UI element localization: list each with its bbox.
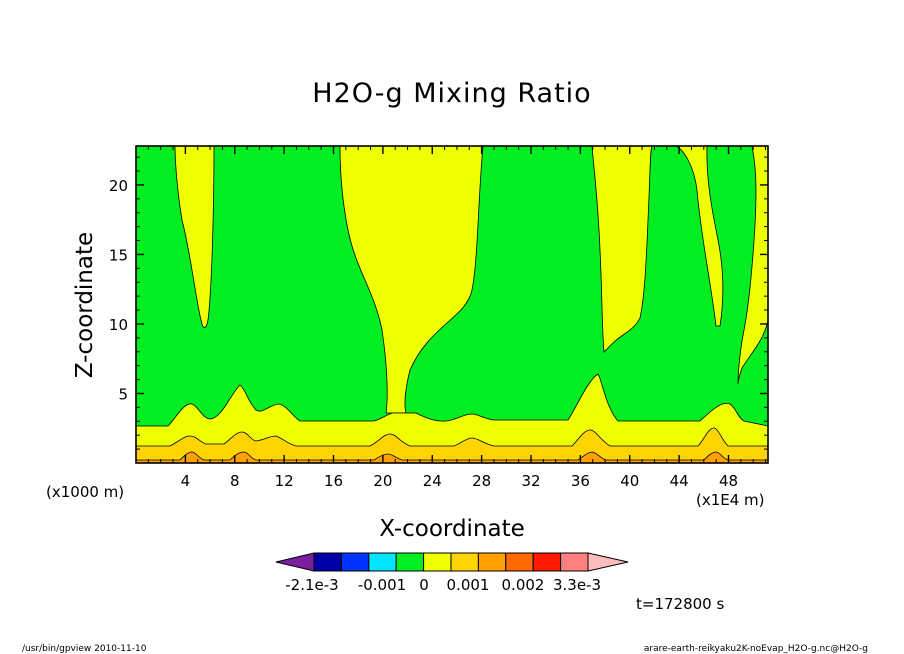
x-tick-label: 40 [620,472,639,490]
x-tick-label: 8 [230,472,240,490]
chart-title: H2O-g Mixing Ratio [312,78,591,109]
colorbar-tick-label: 0 [419,576,429,594]
y-tick-label: 5 [118,385,128,403]
x-tick-label: 48 [719,472,738,490]
colorbar-swatch [340,552,370,572]
colorbar-extend-low [275,552,315,572]
colorbar-swatch [532,552,562,572]
colorbar-tick-label: 0.002 [502,576,545,594]
orange-band [135,451,769,464]
colorbar-tick-label: -0.001 [358,576,406,594]
yellow-plume-3 [591,145,724,353]
colorbar-swatch [477,552,507,572]
footer-left: /usr/bin/gpview 2010-11-10 [22,644,147,654]
colorbar-tick-label: -2.1e-3 [285,576,338,594]
time-label: t=172800 s [636,595,724,613]
x-tick-label: 28 [472,472,491,490]
y-tick-label: 15 [109,246,128,264]
footer-right: arare-earth-reikyaku2K-noEvap_H2O-g.nc@H… [644,644,868,654]
x-tick-label: 4 [181,472,191,490]
plot-frame [135,145,769,464]
colorbar [275,552,629,572]
colorbar-labels: -2.1e-3 -0.001 0 0.001 0.002 3.3e-3 [285,576,601,594]
colorbar-swatch [313,552,342,572]
x-tick-label: 12 [275,472,294,490]
colorbar-tick-label: 3.3e-3 [553,576,601,594]
x-tick-label: 36 [571,472,590,490]
x-tick-label: 24 [423,472,442,490]
yellow-plume-1 [174,145,215,328]
colorbar-swatch [505,552,534,572]
colorbar-swatch [368,552,397,572]
x-axis-label: X-coordinate [379,516,525,542]
colorbar-swatch [423,552,452,572]
x-tick-label: 32 [521,472,540,490]
x-axis: 4 8 12 16 20 24 28 32 36 40 44 48 [147,146,767,490]
yellow-band-lower [135,373,769,464]
x-tick-label: 20 [373,472,392,490]
gold-band [135,427,769,464]
x-unit-left: (x1000 m) [46,483,124,501]
plot-area [135,145,769,464]
y-axis-label: Z-coordinate [72,232,98,378]
y-axis: 5 10 15 20 [109,156,768,450]
colorbar-swatch [450,552,479,572]
y-tick-label: 10 [109,316,128,334]
colorbar-swatch [395,552,425,572]
colorbar-tick-label: 0.001 [447,576,490,594]
x-unit-right: (x1E4 m) [696,491,765,509]
colorbar-extend-high [587,552,629,572]
x-tick-label: 16 [324,472,343,490]
x-tick-label: 44 [670,472,689,490]
colorbar-swatch [560,552,589,572]
y-tick-label: 20 [109,177,128,195]
